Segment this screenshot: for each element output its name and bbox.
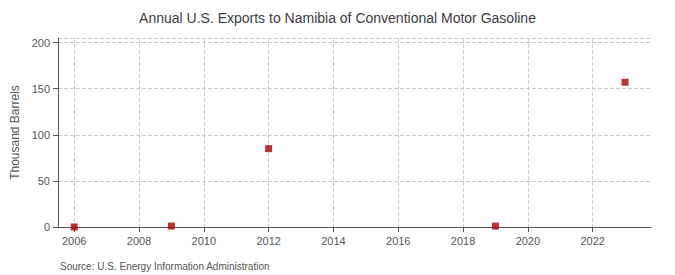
svg-text:2018: 2018: [451, 235, 475, 247]
svg-text:150: 150: [32, 83, 50, 95]
svg-text:2010: 2010: [192, 235, 216, 247]
svg-text:50: 50: [38, 175, 50, 187]
svg-text:2012: 2012: [256, 235, 280, 247]
svg-text:2016: 2016: [386, 235, 410, 247]
svg-text:2008: 2008: [127, 235, 151, 247]
svg-text:200: 200: [32, 37, 50, 49]
svg-text:2014: 2014: [321, 235, 345, 247]
svg-text:100: 100: [32, 129, 50, 141]
svg-text:2006: 2006: [62, 235, 86, 247]
svg-text:Source: U.S. Energy Informatio: Source: U.S. Energy Information Administ…: [60, 261, 270, 272]
svg-text:2022: 2022: [580, 235, 604, 247]
svg-text:2020: 2020: [516, 235, 540, 247]
svg-text:0: 0: [44, 221, 50, 233]
svg-text:Thousand Barrels: Thousand Barrels: [8, 85, 22, 180]
svg-text:Annual U.S. Exports to Namibia: Annual U.S. Exports to Namibia of Conven…: [139, 10, 536, 26]
